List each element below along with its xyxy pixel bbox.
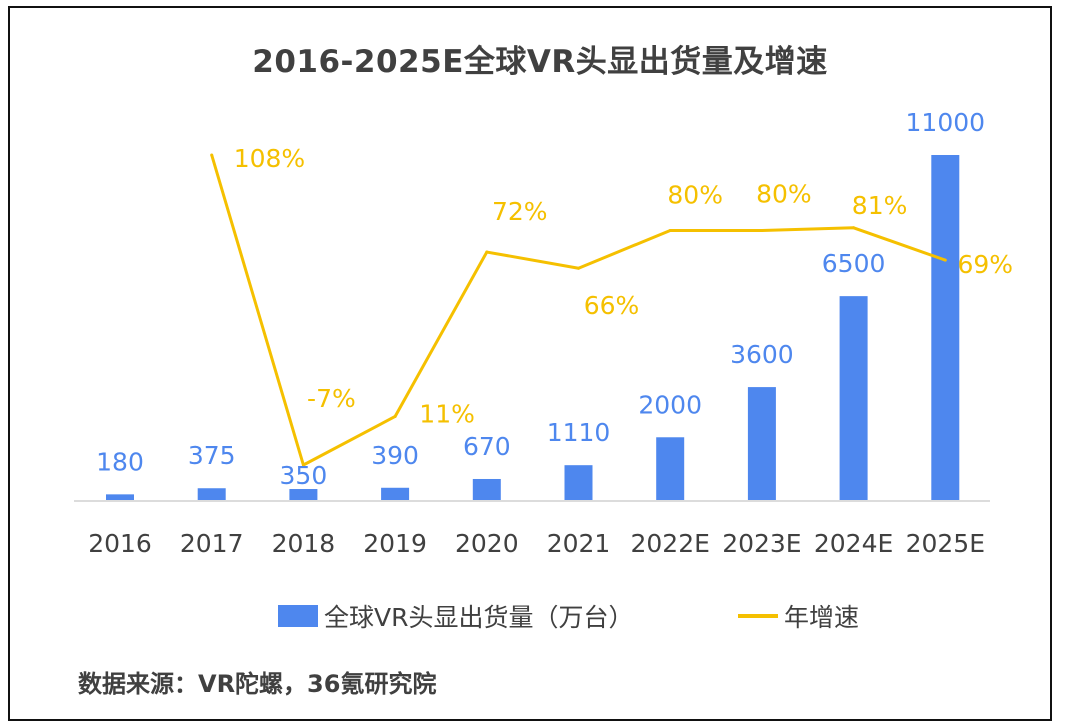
legend-label-growth: 年增速 [784, 603, 860, 632]
x-tick-2023E: 2023E [722, 529, 801, 558]
bar-2018 [289, 489, 318, 500]
legend-bar-swatch [278, 605, 318, 627]
growth-label-2017: 108% [234, 144, 305, 173]
bar-label-2021: 1110 [547, 418, 611, 447]
x-tick-2020: 2020 [455, 529, 519, 558]
x-tick-2022E: 2022E [630, 529, 709, 558]
chart-title: 2016-2025E全球VR头显出货量及增速 [252, 44, 828, 80]
growth-point-2025E [943, 258, 947, 262]
growth-label-2023E: 80% [756, 179, 812, 208]
legend-item-shipments: 全球VR头显出货量（万台） [278, 596, 633, 636]
x-tick-2019: 2019 [363, 529, 427, 558]
bar-2020 [472, 478, 501, 500]
x-tick-2016: 2016 [88, 529, 152, 558]
x-tick-2017: 2017 [180, 529, 244, 558]
growth-line-series [210, 153, 947, 467]
legend: 全球VR头显出货量（万台） 年增速 [0, 596, 1080, 636]
growth-value-labels: 108% -7% 11% 72% 66% 80% 80% 81% 69% [234, 144, 1013, 428]
bar-label-2016: 180 [96, 447, 144, 476]
x-tick-2024E: 2024E [814, 529, 893, 558]
bar-2023E [747, 387, 776, 500]
bar-label-2023E: 3600 [730, 340, 794, 369]
bar-2017 [197, 488, 226, 500]
growth-label-2018: -7% [307, 384, 356, 413]
bar-2022E [656, 437, 685, 500]
bar-label-2019: 390 [371, 441, 419, 470]
growth-label-2022E: 80% [667, 180, 723, 209]
source-note: 数据来源：VR陀螺，36氪研究院 [78, 670, 437, 698]
bar-label-2018: 350 [280, 461, 328, 490]
legend-label-shipments: 全球VR头显出货量（万台） [324, 603, 634, 632]
growth-label-2021: 66% [584, 291, 640, 320]
growth-label-2019: 11% [419, 399, 475, 428]
bar-2025E [931, 155, 960, 500]
bar-label-2020: 670 [463, 432, 511, 461]
bar-2016 [106, 494, 134, 500]
bar-label-2017: 375 [188, 441, 236, 470]
bar-label-2025E: 11000 [906, 108, 986, 137]
bar-value-labels: 180 375 350 390 670 1110 2000 3600 6500 11000 [96, 108, 985, 490]
bar-series [106, 155, 960, 500]
growth-label-2025E: 69% [958, 250, 1014, 279]
growth-point-2024E [852, 226, 856, 230]
growth-point-2019 [393, 414, 397, 418]
bar-2024E [839, 296, 868, 500]
chart-frame [8, 6, 1052, 721]
legend-item-growth: 年增速 [738, 596, 859, 636]
x-tick-labels: 2016 2017 2018 2019 2020 2021 2022E 2023E 2024E 2… [88, 529, 985, 558]
x-tick-2021: 2021 [547, 529, 611, 558]
growth-point-2023E [760, 228, 764, 232]
x-tick-2018: 2018 [272, 529, 336, 558]
bar-2021 [564, 465, 593, 500]
bar-2019 [381, 487, 410, 500]
legend-line-swatch [738, 614, 778, 618]
growth-point-2018 [301, 463, 305, 467]
growth-point-2017 [210, 153, 214, 157]
growth-point-2022E [668, 228, 672, 232]
growth-point-2021 [577, 266, 580, 270]
growth-label-2024E: 81% [852, 191, 908, 220]
growth-point-2020 [485, 250, 489, 254]
bar-label-2022E: 2000 [638, 390, 702, 419]
bar-label-2024E: 6500 [822, 249, 886, 278]
x-tick-2025E: 2025E [906, 529, 985, 558]
growth-label-2020: 72% [492, 197, 548, 226]
